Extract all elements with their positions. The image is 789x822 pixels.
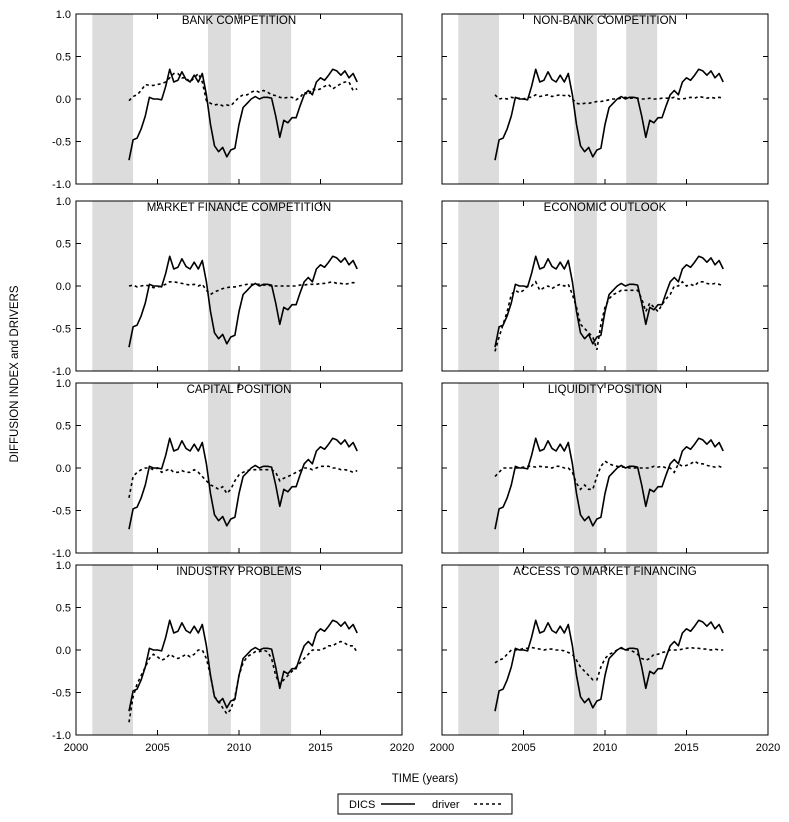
shaded-period-2 [208,383,231,553]
y-tick-label: 0.5 [56,603,71,615]
series-driver-line [128,72,358,107]
series-driver-line [494,280,724,352]
series-driver-line [494,646,724,681]
series-dics-line [494,68,724,161]
panel-8: 2000 2005 2010 2015 2020 ACCESS TO MARKET FIN… [430,564,780,754]
y-axis-label: DIFFUSION INDEX and DRIVERS [9,285,21,462]
x-tick-label: 2020 [756,742,780,754]
panel-2: NON-BANK COMPETITION [441,13,769,185]
panel-title: ACCESS TO MARKET FINANCING [513,566,696,578]
shaded-period-3 [626,565,658,735]
panel-6: LIQUIDITY POSITION [441,382,769,554]
panel-5: 1.0 0.5 0.0 -0.5 -1.0 CAPITAL POSITION [52,378,403,560]
legend-box [337,793,513,815]
y-tick-label: -1.0 [52,730,71,742]
y-tick-label: -0.5 [52,324,71,336]
shaded-period-3 [260,383,292,553]
shaded-period-2 [574,383,597,553]
x-tick-label: 2015 [674,742,698,754]
shaded-period-2 [574,565,597,735]
series-dics-line [128,619,358,712]
x-tick-label: 2005 [511,742,535,754]
series-driver-line [494,460,724,491]
panel-title: BANK COMPETITION [182,15,296,27]
series-driver-line [128,465,358,498]
shaded-period-2 [208,14,231,184]
y-tick-label: 0.5 [56,239,71,251]
y-tick-label: 1.0 [56,378,71,390]
y-tick-label: 1.0 [56,9,71,21]
legend-label-driver: driver [432,799,460,811]
shaded-period-1 [458,565,500,735]
x-tick-label: 2020 [390,742,414,754]
panel-grid: 1.0 0.5 0.0 -0.5 -1.0 BANK COMPETITION NON-BAN… [52,9,780,754]
shaded-period-2 [208,201,231,371]
y-tick-label: -1.0 [52,366,71,378]
panel-title: NON-BANK COMPETITION [533,15,677,27]
shaded-period-2 [208,565,231,735]
panel-title: CAPITAL POSITION [187,384,292,396]
series-dics-line [128,437,358,530]
x-axis-label: TIME (years) [392,773,459,785]
series-dics-line [494,255,724,348]
shaded-period-1 [92,383,134,553]
x-tick-label: 2010 [593,742,617,754]
y-tick-label: 1.0 [56,196,71,208]
legend: DICS driver [337,793,513,815]
shaded-period-3 [260,14,292,184]
series-driver-line [494,93,724,105]
series-driver-line [128,280,358,296]
panel-title: LIQUIDITY POSITION [548,384,662,396]
series-driver-line [128,640,358,723]
panel-1: 1.0 0.5 0.0 -0.5 -1.0 BANK COMPETITION [52,9,403,191]
y-tick-label: -1.0 [52,548,71,560]
shaded-period-2 [574,201,597,371]
panel-title: INDUSTRY PROBLEMS [176,566,302,578]
y-tick-label: 1.0 [56,560,71,572]
panel-title: ECONOMIC OUTLOOK [544,202,667,214]
series-dics-line [128,68,358,161]
y-tick-label: 0.5 [56,52,71,64]
y-tick-label: -1.0 [52,179,71,191]
panel-3: 1.0 0.5 0.0 -0.5 -1.0 MARKET FINANCE COMPETIT… [52,196,403,378]
series-dics-line [494,437,724,530]
shaded-period-1 [92,565,134,735]
legend-label-dics: DICS [349,799,375,811]
shaded-period-1 [458,201,500,371]
shaded-period-1 [92,201,134,371]
shaded-period-1 [92,14,134,184]
y-tick-label: -0.5 [52,506,71,518]
x-tick-label: 2000 [64,742,88,754]
panel-4: ECONOMIC OUTLOOK [441,200,769,372]
shaded-period-2 [574,14,597,184]
x-tick-label: 2000 [430,742,454,754]
y-tick-label: -0.5 [52,137,71,149]
y-tick-label: 0.0 [56,645,71,657]
x-tick-label: 2010 [227,742,251,754]
x-tick-label: 2015 [308,742,332,754]
y-tick-label: 0.5 [56,421,71,433]
shaded-period-3 [626,201,658,371]
y-tick-label: 0.0 [56,463,71,475]
x-tick-label: 2005 [145,742,169,754]
series-dics-line [494,619,724,712]
y-tick-label: 0.0 [56,281,71,293]
shaded-period-1 [458,383,500,553]
y-tick-label: 0.0 [56,94,71,106]
panel-title: MARKET FINANCE COMPETITION [147,202,331,214]
shaded-period-1 [458,14,500,184]
y-tick-label: -0.5 [52,688,71,700]
series-dics-line [128,255,358,348]
